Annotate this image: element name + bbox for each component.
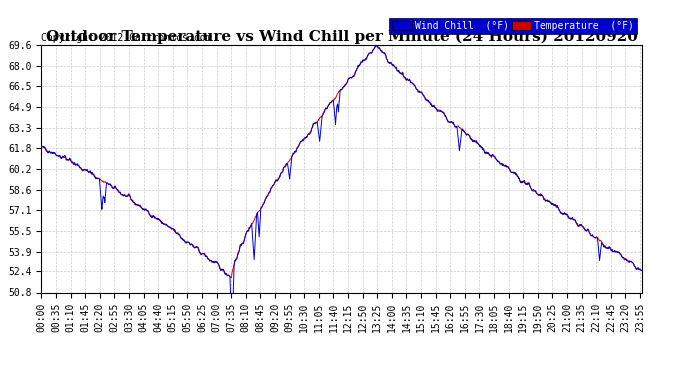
Text: Copyright 2012 Cartronics.com: Copyright 2012 Cartronics.com (41, 33, 212, 42)
Title: Outdoor Temperature vs Wind Chill per Minute (24 Hours) 20120920: Outdoor Temperature vs Wind Chill per Mi… (46, 30, 638, 44)
Legend: Wind Chill  (°F), Temperature  (°F): Wind Chill (°F), Temperature (°F) (389, 18, 637, 33)
